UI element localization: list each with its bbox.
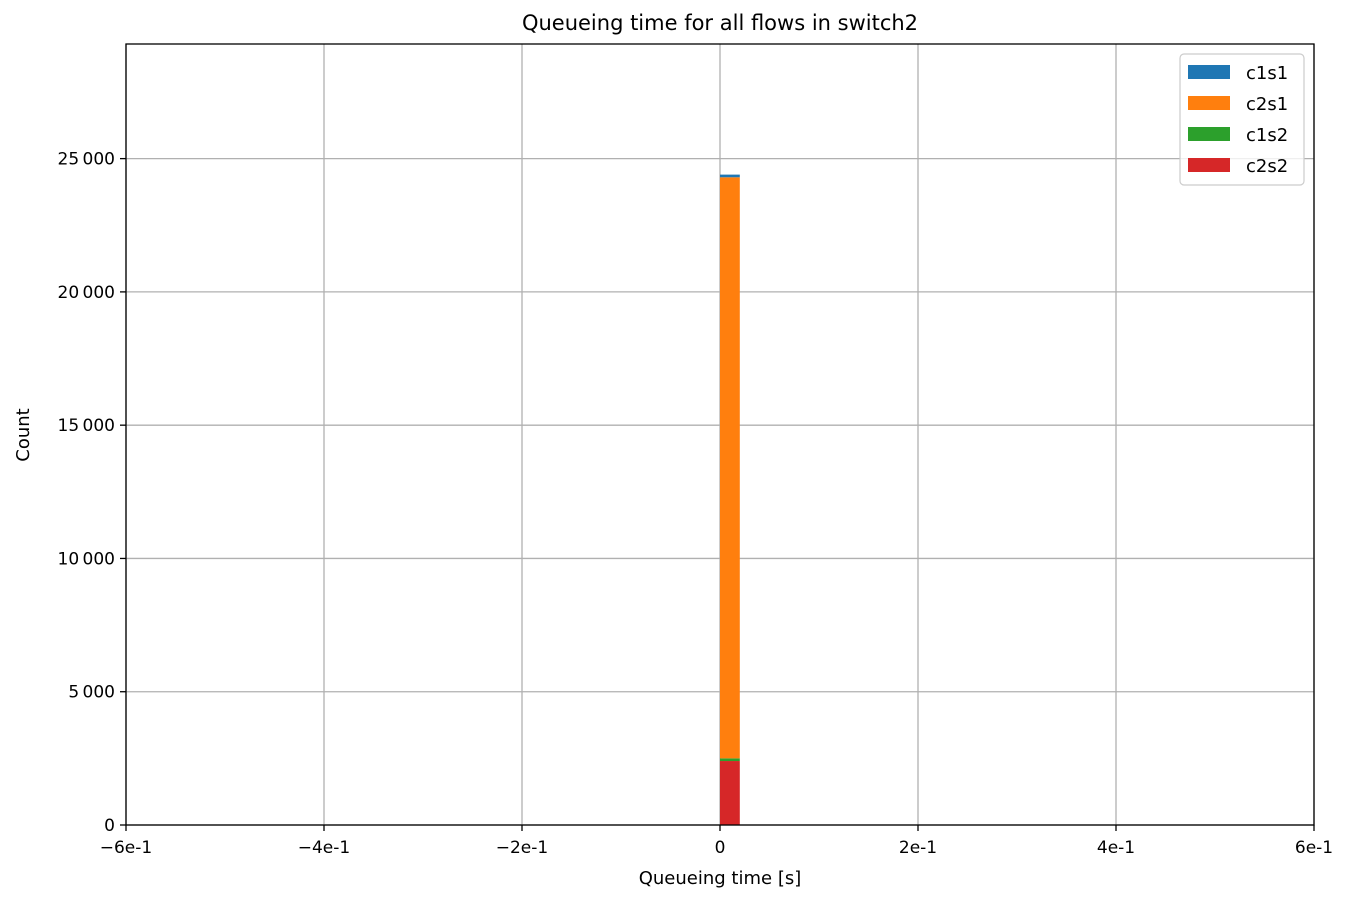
histogram-bars [720, 174, 740, 825]
y-tick-label: 25 000 [58, 150, 115, 170]
y-tick-label: 10 000 [58, 549, 115, 569]
x-tick-label: −6e-1 [100, 838, 152, 858]
x-tick-label: 4e-1 [1097, 838, 1135, 858]
legend-label-c1s1: c1s1 [1246, 63, 1288, 84]
x-tick-label: 0 [715, 838, 726, 858]
bar-c2s1 [720, 177, 740, 759]
y-tick-label: 20 000 [58, 283, 115, 303]
legend-label-c1s2: c1s2 [1246, 125, 1288, 146]
y-axis-label: Count [13, 408, 34, 461]
legend-swatch-c2s2 [1188, 158, 1230, 172]
y-tick-label: 0 [104, 816, 115, 836]
x-tick-label: −4e-1 [298, 838, 350, 858]
bar-c2s2 [720, 761, 740, 825]
y-tick-label: 15 000 [58, 416, 115, 436]
x-tick-label: −2e-1 [496, 838, 548, 858]
legend-swatch-c2s1 [1188, 96, 1230, 110]
bar-c1s2 [720, 758, 740, 762]
x-tick-label: 6e-1 [1295, 838, 1333, 858]
y-tick-label: 5 000 [68, 683, 115, 703]
x-axis-ticks: −6e-1 −4e-1 −2e-1 0 2e-1 4e-1 6e-1 [100, 825, 1333, 858]
y-axis-ticks: 0 5 000 10 000 15 000 20 000 25 000 [58, 150, 126, 836]
bar-c1s1 [720, 174, 740, 178]
x-tick-label: 2e-1 [899, 838, 937, 858]
legend-swatch-c1s2 [1188, 127, 1230, 141]
legend-label-c2s2: c2s2 [1246, 156, 1288, 177]
legend-label-c2s1: c2s1 [1246, 94, 1288, 115]
legend-box [1179, 53, 1305, 186]
legend-swatch-c1s1 [1188, 65, 1230, 79]
legend: c1s1 c2s1 c1s2 c2s2 [1179, 53, 1305, 186]
x-axis-label: Queueing time [s] [639, 868, 802, 889]
chart-title: Queueing time for all flows in switch2 [522, 11, 918, 35]
